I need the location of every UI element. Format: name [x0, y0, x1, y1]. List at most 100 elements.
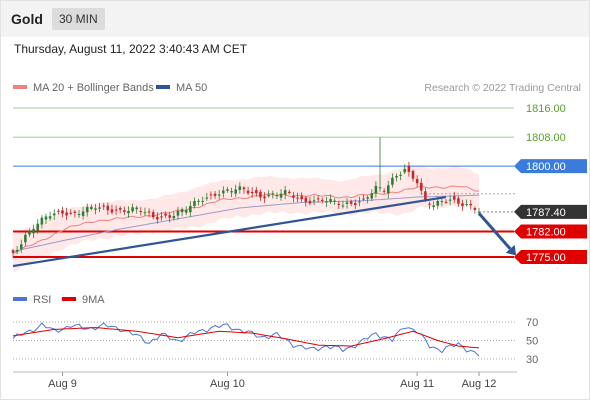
candle-body	[85, 206, 89, 213]
timeframe-button[interactable]: 30 MIN	[52, 8, 105, 30]
time-axis-label: Aug 9	[48, 378, 77, 390]
level-label-1808.00: 1808.00	[526, 132, 566, 144]
candle-body	[395, 176, 398, 178]
candle-body	[370, 193, 374, 199]
candle-body	[308, 200, 312, 204]
candle-body	[457, 198, 460, 204]
candle-body	[271, 193, 275, 195]
candle-body	[151, 212, 155, 218]
candle-body	[143, 212, 147, 214]
candle-body	[52, 213, 56, 216]
ma20-legend-label: MA 20 + Bollinger Bands	[33, 82, 154, 94]
candle-body	[106, 205, 110, 211]
candle-body	[349, 201, 353, 204]
candle-body	[448, 199, 452, 201]
candle-body	[382, 190, 386, 192]
candle-body	[436, 201, 440, 206]
candle-body	[205, 197, 209, 199]
candle-body	[184, 210, 188, 213]
candle-body	[415, 179, 419, 184]
candle-body	[345, 202, 349, 204]
candle-body	[61, 210, 64, 214]
time-axis: Aug 9 Aug 10 Aug 11 Aug 12	[13, 371, 517, 390]
ma20-line	[12, 185, 480, 254]
candle-body	[424, 191, 427, 201]
candle-body	[156, 216, 159, 220]
candle-body	[65, 212, 68, 216]
candle-body	[362, 198, 365, 200]
candle-body	[172, 216, 176, 219]
candle-body	[77, 214, 81, 216]
candle-body	[168, 215, 171, 218]
candle-body	[275, 195, 279, 197]
candle-body	[337, 203, 341, 205]
price-tags: 1816.00 1808.00 1800.00 1782.00 1775.00 1787.…	[514, 103, 587, 264]
candle-body	[94, 208, 97, 210]
candle-body	[444, 201, 448, 203]
candle-body	[452, 196, 456, 200]
candle-body	[118, 208, 122, 210]
time-axis-label: Aug 10	[210, 378, 245, 390]
candle-body	[477, 211, 481, 213]
candle-body	[197, 200, 200, 202]
header-bar: Gold 30 MIN	[1, 1, 589, 37]
candle-body	[469, 203, 473, 206]
price-levels	[13, 107, 517, 258]
candle-body	[40, 217, 44, 225]
candle-body	[102, 205, 106, 207]
candle-body	[242, 187, 246, 190]
candle-body	[234, 189, 237, 194]
rsi-tick-label-50: 50	[526, 336, 538, 348]
candle-body	[57, 210, 60, 212]
candle-body	[164, 213, 167, 216]
candle-body	[110, 209, 114, 213]
candle-body	[36, 223, 40, 232]
candle-body	[296, 197, 299, 199]
candle-body	[193, 201, 196, 206]
instrument-title: Gold	[11, 11, 43, 27]
candle-body	[139, 210, 143, 212]
candle-body	[428, 203, 431, 205]
level-label-1800.00: 1800.00	[526, 161, 566, 173]
candle-body	[325, 201, 328, 203]
candle-body	[32, 229, 35, 234]
candle-body	[440, 201, 444, 203]
candle-body	[24, 234, 27, 243]
candle-body	[292, 195, 295, 198]
candle-body	[147, 211, 151, 213]
candle-body	[432, 205, 435, 208]
forecast-arrow-head	[505, 244, 517, 256]
candle-body	[213, 193, 217, 196]
candle-body	[189, 205, 192, 213]
candle-body	[403, 169, 407, 173]
level-tag-1782.00	[514, 224, 587, 239]
candle-body	[44, 216, 48, 220]
candle-body	[333, 200, 336, 202]
candle-body	[358, 201, 361, 203]
candle-body	[288, 191, 291, 193]
candle-body	[250, 191, 254, 194]
candle-body	[316, 198, 320, 200]
candle-body	[217, 194, 221, 196]
candle-body	[374, 185, 378, 194]
bollinger-band-area	[13, 165, 479, 273]
level-label-1775.00: 1775.00	[526, 252, 566, 264]
candle-body	[98, 207, 101, 209]
candle-body	[176, 210, 180, 216]
last-price-label: 1787.40	[526, 207, 566, 219]
rsi-legend-swatch	[13, 297, 27, 301]
candle-body	[19, 244, 23, 250]
rsi-ma-legend-label: 9MA	[82, 294, 105, 306]
ma50-line	[12, 194, 480, 252]
candle-body	[69, 212, 73, 214]
candle-body	[341, 205, 345, 207]
candle-body	[209, 194, 213, 196]
candle-body	[411, 171, 415, 179]
rsi-legend-label: RSI	[33, 294, 51, 306]
bollinger-bands	[13, 165, 479, 273]
moving-averages	[12, 185, 480, 254]
candle-body	[90, 206, 93, 210]
candle-body	[321, 199, 324, 201]
